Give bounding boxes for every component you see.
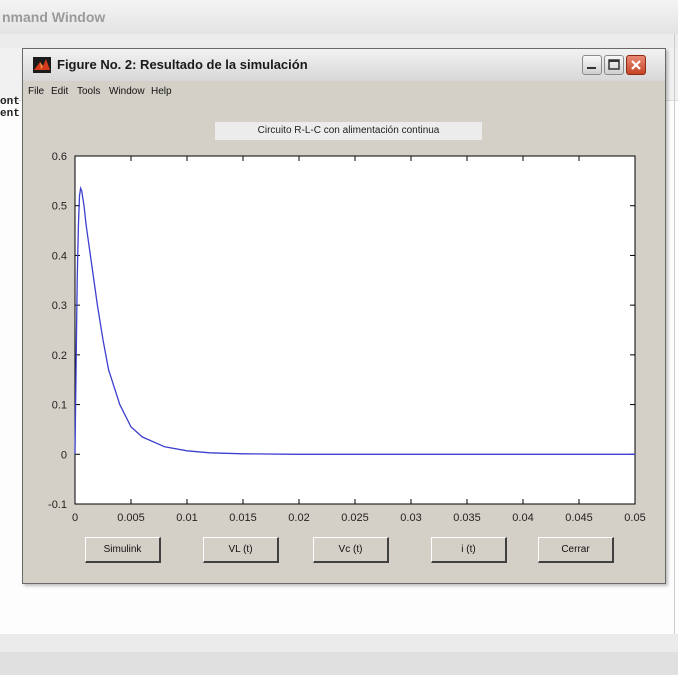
vl-button[interactable]: VL (t) [203,537,279,563]
cerrar-button[interactable]: Cerrar [538,537,614,563]
x-tick-label: 0.025 [341,512,369,524]
menu-tools[interactable]: Tools [77,86,101,97]
current-button[interactable]: i (t) [431,537,507,563]
command-window-title: nmand Window [0,0,678,34]
figure-titlebar[interactable]: Figure No. 2: Resultado de la simulación [23,49,665,81]
vc-button[interactable]: Vc (t) [313,537,389,563]
x-tick-label: 0.035 [453,512,481,524]
series-line [74,185,635,455]
minimize-icon [587,67,596,69]
x-tick-label: 0.04 [512,512,533,524]
x-tick-label: 0.015 [229,512,257,524]
menu-edit[interactable]: Edit [51,86,69,97]
x-tick-label: 0.02 [288,512,309,524]
y-tick-label: 0.4 [52,250,67,262]
plot-title: Circuito R-L-C con alimentación continua [215,122,482,140]
y-tick-label: 0 [61,449,67,461]
command-window-footer [0,634,678,652]
figure-menubar: File Edit Tools Window Help [23,81,665,103]
command-line-1: ont [0,96,20,108]
maximize-icon [608,59,620,70]
x-tick-label: 0.03 [400,512,421,524]
command-window-menubar [0,34,678,48]
figure-title: Figure No. 2: Resultado de la simulación [57,57,308,72]
command-line-2: ent [0,108,20,120]
x-tick-label: 0.01 [176,512,197,524]
simulink-button[interactable]: Simulink [85,537,161,563]
y-tick-label: 0.3 [52,300,67,312]
x-tick-label: 0.045 [565,512,593,524]
y-tick-label: 0.6 [52,151,67,163]
minimize-button[interactable] [582,55,602,75]
x-tick-label: 0 [72,512,78,524]
command-window-text: ont ent [0,96,20,120]
menu-window[interactable]: Window [109,86,145,97]
plot-area: 0 0.005 0.01 0.015 0.02 0.025 0.03 0.035 0.04 0.0… [48,151,646,524]
y-tick-label: 0.2 [52,350,67,362]
y-tick-label: 0.5 [52,201,67,213]
x-tick-label: 0.05 [624,512,645,524]
menu-help[interactable]: Help [151,86,172,97]
command-window-scrollbar[interactable] [674,34,675,634]
matlab-logo-icon [33,57,51,73]
axes-box [74,155,636,505]
close-icon [631,60,641,70]
menu-file[interactable]: File [28,86,45,97]
y-tick-label: -0.1 [48,499,67,511]
axis-tick-labels: 0 0.005 0.01 0.015 0.02 0.025 0.03 0.035 0.04 0.0… [48,151,646,524]
close-button[interactable] [626,55,646,75]
maximize-button[interactable] [604,55,624,75]
x-tick-label: 0.005 [117,512,145,524]
figure-window: Figure No. 2: Resultado de la simulación… [22,48,666,584]
y-tick-label: 0.1 [52,400,67,412]
status-bar [0,652,678,675]
